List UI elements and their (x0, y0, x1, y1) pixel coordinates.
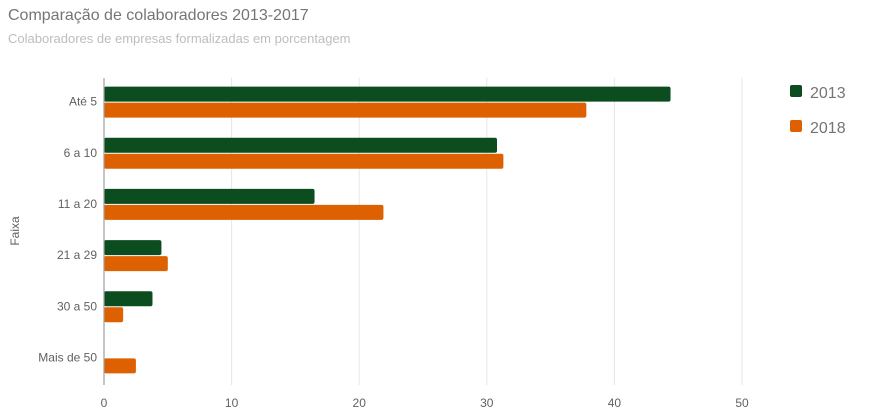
legend-swatch-2013 (790, 85, 802, 97)
bar-2018 (104, 204, 384, 220)
legend-swatch-2018 (790, 120, 802, 132)
bar-2013 (104, 188, 315, 204)
y-tick-label: 21 a 29 (57, 248, 97, 262)
chart-subtitle: Colaboradores de empresas formalizadas e… (8, 31, 351, 46)
bar-2018 (104, 256, 168, 272)
legend-label-2013: 2013 (810, 85, 846, 102)
x-tick-label: 10 (225, 396, 239, 410)
bar-2018 (104, 153, 504, 169)
x-tick-label: 0 (101, 396, 108, 410)
y-tick-label: Mais de 50 (38, 350, 97, 364)
y-axis-label: Faixa (8, 216, 22, 246)
bar-2013 (104, 137, 498, 153)
x-tick-label: 40 (608, 396, 622, 410)
y-tick-label: Até 5 (69, 95, 97, 109)
bar-2013 (104, 291, 153, 307)
bar-2018 (104, 358, 136, 374)
x-tick-label: 20 (353, 396, 367, 410)
y-tick-label: 30 a 50 (57, 299, 97, 313)
x-tick-label: 30 (480, 396, 494, 410)
y-tick-label: 11 a 20 (58, 197, 97, 211)
bar-2013 (104, 240, 162, 256)
legend-label-2018: 2018 (810, 120, 846, 137)
bar-2018 (104, 307, 124, 323)
chart-title: Comparação de colaboradores 2013-2017 (8, 7, 309, 24)
x-tick-label: 50 (735, 396, 749, 410)
bar-2013 (104, 86, 671, 102)
bar-2018 (104, 102, 587, 118)
y-tick-label: 6 a 10 (64, 146, 98, 160)
